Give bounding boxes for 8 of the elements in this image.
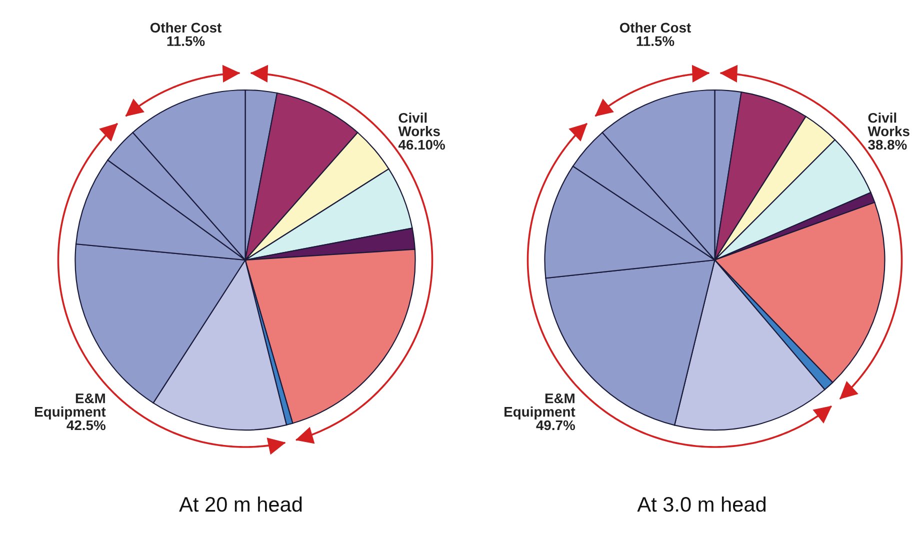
text: Civil Works 38.8% — [868, 112, 910, 150]
text: Other Cost 11.5% — [620, 22, 691, 46]
text: E&M Equipment 42.5% — [35, 394, 106, 430]
text: Civil Works 46.10% — [398, 112, 445, 150]
text: At 20 m head — [179, 496, 302, 512]
text: At 3.0 m head — [637, 496, 766, 512]
text: Other Cost 11.5% — [150, 22, 222, 46]
text: E&M Equipment 49.7% — [504, 394, 576, 430]
